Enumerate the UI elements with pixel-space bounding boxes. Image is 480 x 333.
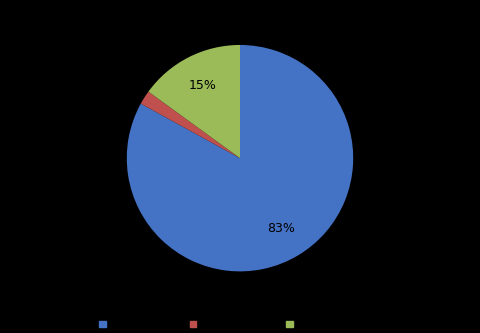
Wedge shape (141, 92, 240, 158)
Legend: Wages & Salaries, Employee Benefits, Operating Expenses: Wages & Salaries, Employee Benefits, Ope… (96, 317, 384, 332)
Wedge shape (148, 45, 240, 158)
Text: 15%: 15% (189, 79, 217, 92)
Text: 83%: 83% (267, 222, 295, 235)
Wedge shape (127, 45, 353, 271)
